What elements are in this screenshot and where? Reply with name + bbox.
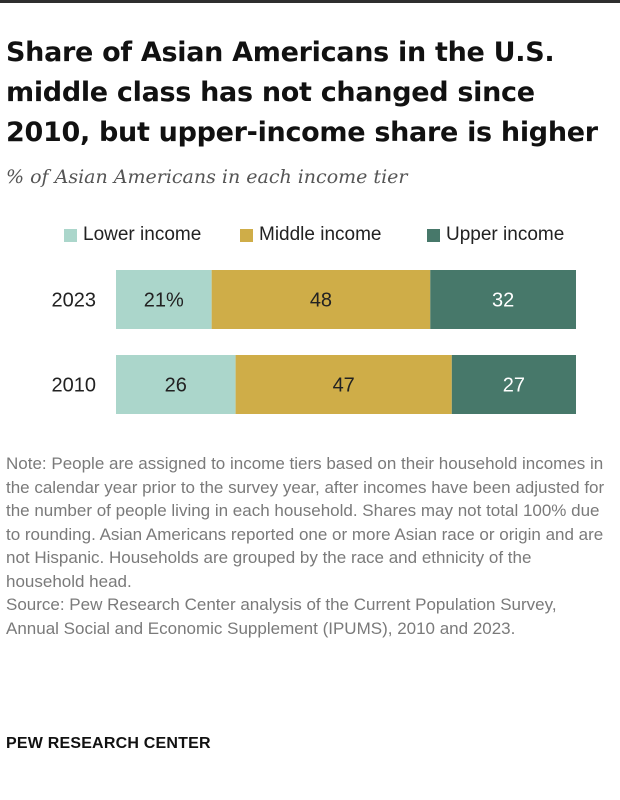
legend-label: Middle income: [259, 224, 382, 245]
legend-item: Lower income: [64, 224, 201, 246]
bar-segment: [235, 355, 452, 414]
bar-segment: [116, 270, 212, 329]
footnote: Note: People are assigned to income tier…: [6, 452, 612, 640]
data-label: 21%: [144, 290, 184, 312]
stacked-bar-chart: 2023 21% 48 32 2010 26 47 27: [52, 270, 576, 414]
bar-segment: [211, 270, 431, 329]
top-rule: [0, 0, 620, 3]
legend-swatch: [240, 228, 253, 242]
brand-logo-text: PEW RESEARCH CENTER: [6, 735, 211, 752]
data-label: 26: [165, 375, 187, 397]
bar-segment: [430, 270, 576, 329]
chart-title: Share of Asian Americans in the U.S. mid…: [6, 37, 598, 148]
legend: Lower income Middle income Upper income: [0, 224, 620, 250]
legend-item: Middle income: [240, 224, 382, 246]
legend-swatch: [64, 228, 77, 242]
legend-label: Lower income: [83, 224, 202, 245]
category-label: 2023: [52, 290, 97, 312]
source-text: Source: Pew Research Center analysis of …: [6, 595, 557, 638]
bar-segment: [451, 355, 576, 414]
data-label: 47: [333, 375, 355, 397]
data-label: 48: [310, 290, 332, 312]
legend-label: Upper income: [446, 224, 565, 245]
legend-swatch: [427, 228, 440, 242]
data-label: 27: [503, 375, 525, 397]
legend-item: Upper income: [427, 224, 564, 246]
chart-subtitle: % of Asian Americans in each income tier: [6, 166, 408, 188]
note-text: Note: People are assigned to income tier…: [6, 454, 605, 591]
bar-segment: [116, 355, 236, 414]
data-label: 32: [492, 290, 514, 312]
category-label: 2010: [52, 375, 97, 397]
